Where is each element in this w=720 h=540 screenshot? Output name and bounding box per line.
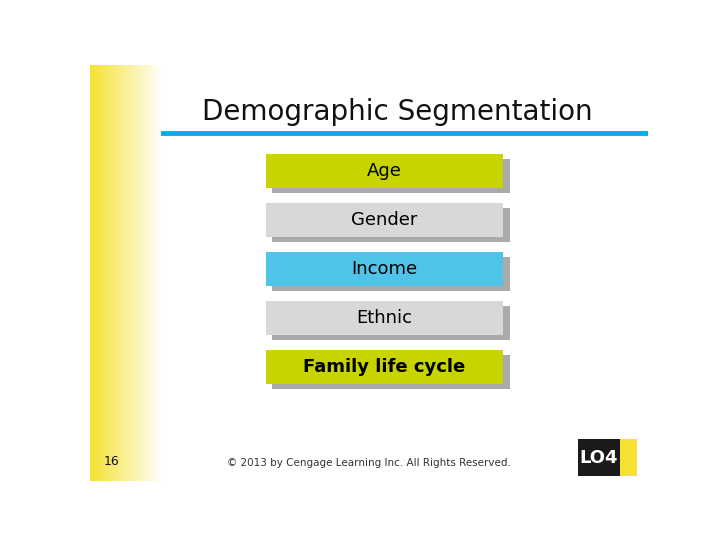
Bar	[266, 350, 503, 384]
Text: © 2013 by Cengage Learning Inc. All Rights Reserved.: © 2013 by Cengage Learning Inc. All Righ…	[227, 458, 511, 468]
Bar	[272, 355, 510, 389]
Text: Family life cycle: Family life cycle	[303, 358, 465, 376]
Bar	[272, 159, 510, 193]
Text: Demographic Segmentation: Demographic Segmentation	[202, 98, 593, 126]
Text: Gender: Gender	[351, 211, 418, 229]
Bar	[266, 252, 503, 286]
Bar	[621, 439, 637, 476]
Bar	[272, 306, 510, 340]
Text: LO4: LO4	[580, 449, 618, 467]
Bar	[266, 301, 503, 335]
Bar	[578, 439, 637, 476]
Bar	[266, 154, 503, 188]
Text: Income: Income	[351, 260, 418, 278]
Bar	[266, 203, 503, 237]
Text: Age: Age	[367, 162, 402, 180]
Text: 16: 16	[104, 455, 120, 468]
Bar	[272, 257, 510, 291]
Bar	[272, 208, 510, 242]
Text: Ethnic: Ethnic	[356, 309, 413, 327]
